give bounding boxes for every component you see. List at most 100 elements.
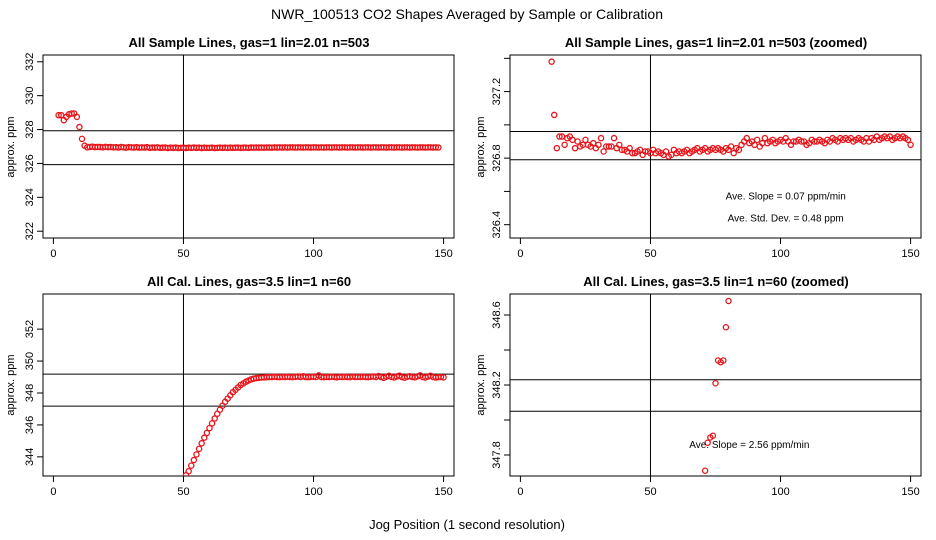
y-axis-label: approx. ppm <box>5 354 17 415</box>
data-point <box>195 445 203 453</box>
data-point <box>193 451 200 458</box>
y-tick-label: 328 <box>24 120 36 138</box>
data-point <box>435 144 442 151</box>
data-point <box>198 440 205 447</box>
panel-top-left: All Sample Lines, gas=1 lin=2.01 n=503 a… <box>5 0 455 260</box>
data-point <box>662 148 670 155</box>
x-tick-label: 150 <box>434 486 452 498</box>
plot-content <box>510 294 921 476</box>
main-title: NWR_100513 CO2 Shapes Averaged by Sample… <box>271 6 663 22</box>
y-tick-label: 326.8 <box>491 144 503 172</box>
data-point <box>798 138 805 145</box>
x-tick-label: 150 <box>434 248 452 260</box>
plot-content <box>43 0 454 238</box>
data-point <box>561 141 568 149</box>
data-point <box>438 0 443 3</box>
y-tick-label: 324 <box>24 188 36 206</box>
y-tick-label: 344 <box>24 448 36 466</box>
data-point <box>574 138 581 145</box>
data-point <box>610 134 618 142</box>
y-tick-label: 348 <box>24 384 36 402</box>
y-tick-label: 346 <box>24 416 36 434</box>
x-tick-label: 100 <box>771 248 789 260</box>
data-point <box>753 136 761 144</box>
data-point <box>701 467 709 474</box>
x-tick-label: 0 <box>517 486 523 498</box>
data-point <box>597 134 605 142</box>
x-tick-label: 100 <box>304 486 322 498</box>
annotation: Ave. Slope = 0.07 ppm/min <box>726 192 846 203</box>
plot-area: 0 50 100 150 326.4 326.8 327.2 Ave. Slope = 0.0… <box>491 54 922 260</box>
y-tick-label: 326 <box>24 154 36 172</box>
plot-frame <box>509 54 922 239</box>
data-point <box>595 141 602 149</box>
y-axis-label: approx. ppm <box>5 116 17 177</box>
panel-title: All Cal. Lines, gas=3.5 lin=1 n=60 <box>147 274 351 289</box>
data-point <box>904 136 912 144</box>
data-point <box>735 146 743 154</box>
annotation: Ave. Std. Dev. = 0.48 ppm <box>728 213 844 224</box>
panel-top-right: All Sample Lines, gas=1 lin=2.01 n=503 (… <box>475 35 922 260</box>
data-point <box>725 297 732 305</box>
data-point <box>600 148 607 155</box>
plot-area: 0 50 100 150 344 346 348 350 352 <box>24 293 455 498</box>
x-tick-label: 150 <box>901 248 919 260</box>
data-point <box>203 429 211 437</box>
panel-title: All Sample Lines, gas=1 lin=2.01 n=503 (… <box>565 35 867 50</box>
data-point <box>616 141 623 149</box>
plot-content <box>510 55 921 238</box>
panel-bottom-right: All Cal. Lines, gas=3.5 lin=1 n=60 (zoom… <box>475 274 922 498</box>
data-point <box>709 432 717 439</box>
data-point <box>582 136 589 144</box>
data-point <box>190 456 198 464</box>
data-point <box>185 467 192 475</box>
x-tick-label: 0 <box>50 248 56 260</box>
data-point <box>440 374 447 381</box>
y-tick-label: 350 <box>24 352 36 370</box>
y-axis-label: approx. ppm <box>475 116 487 177</box>
x-tick-label: 100 <box>304 248 322 260</box>
data-point <box>704 439 711 446</box>
x-tick-label: 50 <box>644 486 656 498</box>
x-tick-label: 50 <box>177 486 189 498</box>
data-point <box>206 424 213 432</box>
plot-area: 0 50 100 150 347.8 348.2 348.6 Ave. Slope = 2.5… <box>491 293 922 498</box>
y-tick-label: 348.6 <box>491 301 503 329</box>
x-tick-label: 50 <box>644 248 656 260</box>
y-tick-label: 332 <box>24 53 36 71</box>
data-point <box>712 379 719 387</box>
annotation: Ave. Slope = 2.56 ppm/min <box>689 440 809 451</box>
x-axis-label: Jog Position (1 second resolution) <box>369 517 565 532</box>
panel-title: All Sample Lines, gas=1 lin=2.01 n=503 <box>129 35 370 50</box>
data-point <box>761 134 769 142</box>
data-point <box>907 141 914 149</box>
data-point <box>571 144 579 152</box>
data-point <box>432 144 440 151</box>
plot-frame <box>42 293 455 477</box>
data-point <box>548 58 555 65</box>
panel-bottom-left: All Cal. Lines, gas=3.5 lin=1 n=60 appro… <box>5 274 455 498</box>
y-tick-label: 322 <box>24 222 36 240</box>
data-point <box>605 143 613 150</box>
plot-content <box>43 294 454 476</box>
x-tick-label: 0 <box>50 486 56 498</box>
y-tick-label: 327.2 <box>491 78 503 106</box>
plot-area: 0 50 100 150 322 324 326 328 330 332 <box>24 0 455 260</box>
y-tick-label: 326.4 <box>491 211 503 239</box>
plot-frame <box>42 54 455 239</box>
data-point <box>441 0 446 3</box>
data-point <box>208 420 216 427</box>
y-tick-label: 347.8 <box>491 441 503 469</box>
data-point <box>73 113 81 121</box>
data-point <box>201 434 208 441</box>
x-tick-label: 50 <box>177 248 189 260</box>
panel-title: All Cal. Lines, gas=3.5 lin=1 n=60 (zoom… <box>583 274 849 289</box>
data-point <box>55 111 62 119</box>
data-point <box>720 357 727 364</box>
x-tick-label: 0 <box>517 248 523 260</box>
data-point <box>550 111 558 119</box>
data-point <box>211 415 218 422</box>
data-point <box>722 323 730 331</box>
y-tick-label: 330 <box>24 86 36 104</box>
